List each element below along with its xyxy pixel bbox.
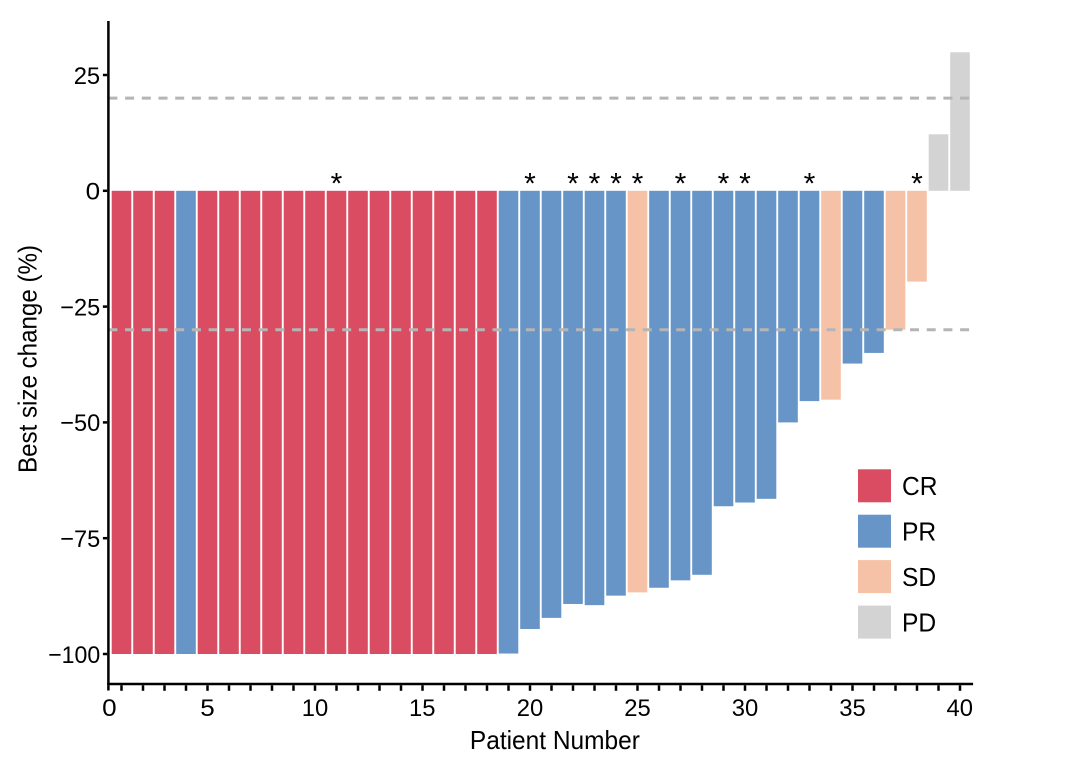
svg-text:SD: SD	[902, 564, 936, 592]
svg-text:25: 25	[624, 695, 651, 722]
svg-text:−75: −75	[60, 526, 100, 553]
svg-text:10: 10	[302, 695, 329, 722]
svg-text:40: 40	[947, 695, 974, 722]
svg-text:*: *	[911, 167, 923, 200]
svg-text:*: *	[675, 167, 687, 200]
svg-text:−25: −25	[60, 294, 100, 321]
svg-text:5: 5	[200, 695, 215, 722]
svg-text:−100: −100	[48, 642, 100, 669]
svg-text:PR: PR	[902, 519, 936, 547]
svg-text:CR: CR	[902, 473, 938, 501]
svg-text:35: 35	[839, 695, 866, 722]
svg-text:Best size change (%): Best size change (%)	[13, 245, 43, 473]
svg-text:30: 30	[732, 695, 759, 722]
svg-text:20: 20	[517, 695, 544, 722]
svg-text:0: 0	[86, 179, 101, 206]
svg-text:*: *	[632, 167, 644, 200]
svg-text:0: 0	[102, 695, 117, 722]
svg-text:25: 25	[74, 63, 101, 90]
svg-text:15: 15	[409, 695, 436, 722]
svg-text:*: *	[589, 167, 601, 200]
svg-text:−50: −50	[60, 410, 100, 437]
svg-text:*: *	[524, 167, 536, 200]
svg-text:*: *	[331, 167, 343, 200]
svg-text:PD: PD	[902, 609, 936, 637]
svg-text:*: *	[804, 167, 816, 200]
svg-text:*: *	[718, 167, 730, 200]
svg-text:Patient Number: Patient Number	[470, 725, 640, 755]
svg-text:*: *	[610, 167, 622, 200]
svg-text:*: *	[567, 167, 579, 200]
svg-text:*: *	[739, 167, 751, 200]
